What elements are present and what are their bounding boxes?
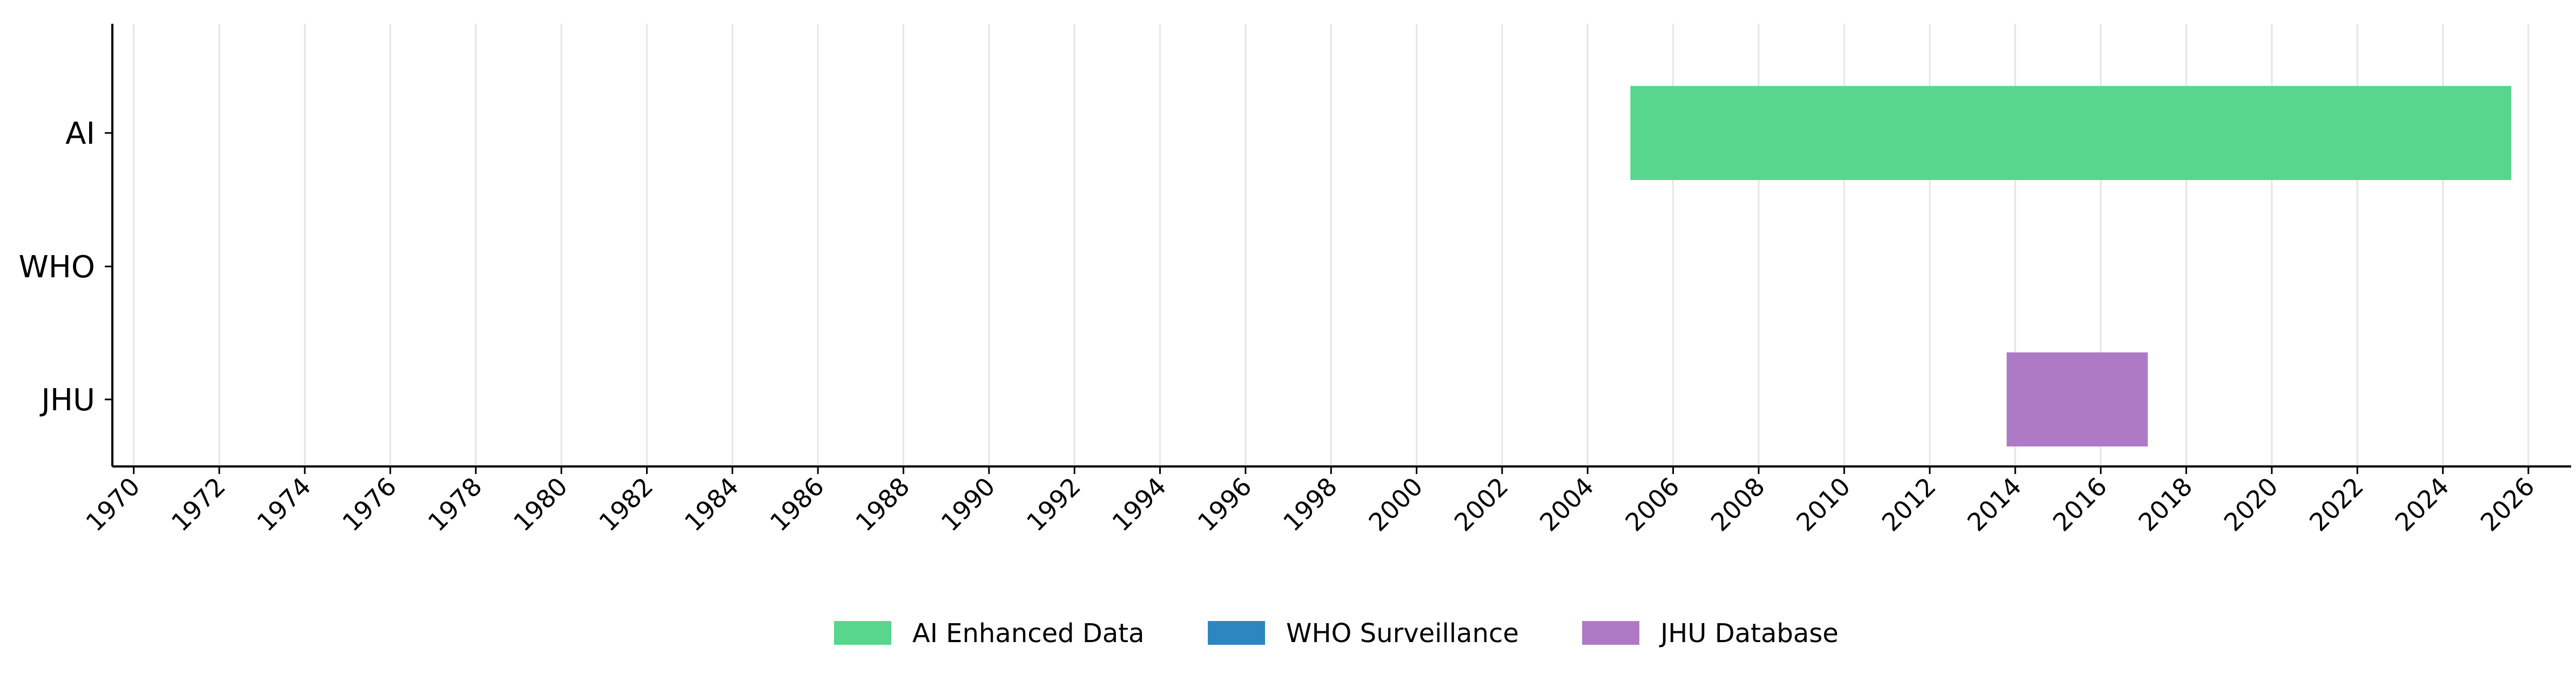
legend-label: JHU Database	[1659, 618, 1839, 649]
x-tick-label: 1990	[936, 472, 1001, 537]
x-tick-label: 1974	[251, 472, 317, 537]
x-tick-label: 2024	[2389, 472, 2454, 537]
x-tick-label: 1972	[166, 472, 231, 537]
x-tick-label: 2016	[2047, 472, 2113, 537]
bar-ai	[1630, 86, 2512, 180]
x-tick-label: 2014	[1962, 472, 2027, 537]
x-tick-label: 1980	[508, 472, 573, 537]
x-tick-label: 1996	[1192, 472, 1257, 537]
x-tick-label: 1984	[679, 472, 744, 537]
x-tick-label: 2012	[1876, 472, 1941, 537]
x-tick-label: 2008	[1705, 472, 1771, 537]
x-tick-label: 2010	[1791, 472, 1856, 537]
y-tick-label: JHU	[39, 383, 95, 418]
x-tick-label: 2002	[1449, 472, 1514, 537]
legend-swatch	[834, 621, 891, 645]
legend-label: WHO Surveillance	[1286, 618, 1519, 649]
x-tick-label: 1992	[1021, 472, 1086, 537]
x-axis-ticks: 1970 1972 1974 1976 1978 1980 1982 1984 1986 1988…	[80, 466, 2540, 537]
x-tick-label: 2026	[2475, 472, 2540, 537]
x-tick-label: 1994	[1106, 472, 1172, 537]
x-tick-label: 2020	[2218, 472, 2284, 537]
x-tick-label: 2006	[1619, 472, 1685, 537]
x-tick-label: 2022	[2304, 472, 2369, 537]
x-tick-label: 1988	[850, 472, 915, 537]
legend-swatch	[1208, 621, 1265, 645]
bar-jhu	[2007, 352, 2148, 446]
legend: AI Enhanced Data WHO Surveillance JHU Data…	[834, 618, 1839, 649]
legend-label: AI Enhanced Data	[912, 618, 1145, 649]
x-tick-label: 1978	[422, 472, 488, 537]
x-tick-label: 1976	[337, 472, 402, 537]
x-tick-label: 1982	[593, 472, 658, 537]
x-tick-label: 2004	[1534, 472, 1599, 537]
y-tick-label: AI	[65, 116, 95, 151]
y-tick-label: WHO	[18, 250, 95, 285]
y-axis-ticks: AI WHO JHU	[18, 116, 112, 418]
x-tick-label: 1970	[80, 472, 145, 537]
x-tick-label: 1986	[764, 472, 830, 537]
x-tick-label: 2000	[1363, 472, 1428, 537]
x-tick-label: 2018	[2133, 472, 2198, 537]
legend-swatch	[1582, 621, 1639, 645]
x-tick-label: 1998	[1277, 472, 1343, 537]
data-bars	[1630, 86, 2512, 446]
